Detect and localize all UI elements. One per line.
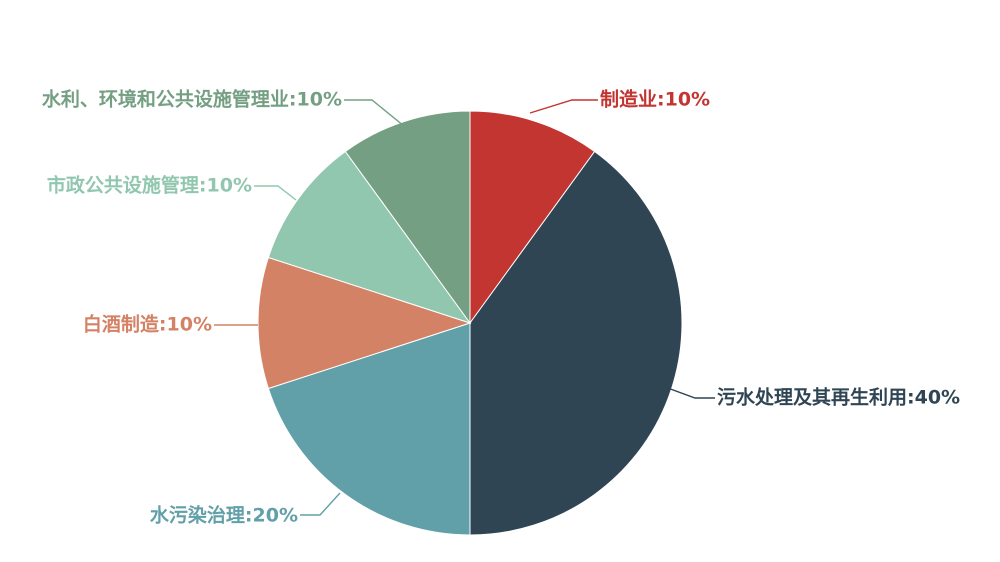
pie-slice-3[interactable] — [267, 322, 471, 536]
slice-label-2: 污水处理及其再生利用:40% — [717, 386, 960, 409]
leader-line-2 — [664, 386, 715, 399]
slice-label-6: 水利、环境和公共设施管理业:10% — [42, 88, 342, 111]
slice-label-3: 水污染治理:20% — [150, 504, 298, 527]
pie-slice-4[interactable] — [257, 256, 472, 390]
leader-line-1 — [529, 99, 598, 114]
leader-line-5 — [254, 185, 297, 201]
labels-layer: 制造业:10% 污水处理及其再生利用:40% 水污染治理:20% 白酒制造:10% 市政… — [42, 88, 960, 527]
pie-slice-2[interactable] — [469, 150, 683, 536]
slices-layer — [257, 110, 683, 536]
pie-slice-1[interactable] — [469, 110, 596, 325]
slice-label-5: 市政公共设施管理:10% — [47, 174, 252, 197]
pie-slice-6[interactable] — [344, 110, 471, 325]
leader-line-3 — [300, 492, 341, 516]
slice-label-1: 制造业:10% — [600, 88, 710, 111]
leader-line-6 — [344, 99, 405, 127]
slice-label-4: 白酒制造:10% — [83, 313, 212, 336]
leader-lines-layer — [214, 99, 715, 516]
pie-slice-5[interactable] — [267, 150, 472, 324]
